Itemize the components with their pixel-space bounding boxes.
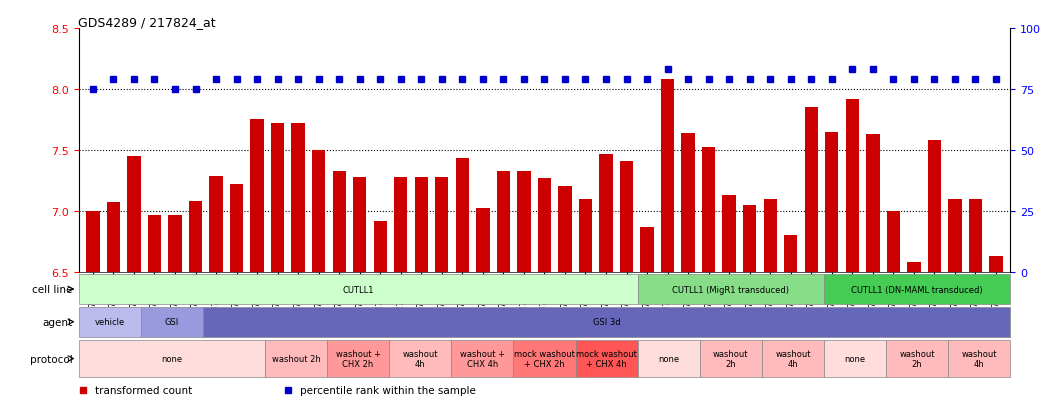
Bar [538, 178, 551, 272]
Bar [825, 132, 839, 272]
Text: percentile rank within the sample: percentile rank within the sample [300, 385, 476, 395]
Bar [949, 340, 1010, 377]
Bar [682, 133, 695, 272]
Bar [476, 209, 490, 272]
Bar [824, 274, 1010, 304]
Bar [415, 177, 428, 272]
Bar [886, 340, 949, 377]
Bar [762, 340, 824, 377]
Bar [699, 340, 762, 377]
Bar [866, 135, 879, 272]
Text: transformed count: transformed count [95, 385, 193, 395]
Bar [389, 340, 451, 377]
Text: protocol: protocol [29, 354, 72, 364]
Bar [79, 307, 140, 337]
Text: mock washout
+ CHX 2h: mock washout + CHX 2h [514, 349, 575, 368]
Bar [455, 159, 469, 272]
Bar [722, 195, 736, 272]
Bar [188, 202, 202, 272]
Bar [638, 340, 699, 377]
Text: none: none [845, 354, 866, 363]
Bar [209, 176, 223, 272]
Bar [661, 80, 674, 272]
Text: washout
2h: washout 2h [899, 349, 935, 368]
Bar [291, 124, 305, 272]
Bar [250, 120, 264, 272]
Bar [148, 215, 161, 272]
Bar [599, 154, 612, 272]
Bar [169, 215, 182, 272]
Bar [989, 256, 1003, 272]
Bar [333, 171, 346, 272]
Bar [265, 340, 327, 377]
Text: washout
2h: washout 2h [713, 349, 749, 368]
Bar [824, 340, 886, 377]
Bar [436, 177, 448, 272]
Bar [558, 187, 572, 272]
Text: washout +
CHX 2h: washout + CHX 2h [336, 349, 380, 368]
Text: CUTLL1 (MigR1 transduced): CUTLL1 (MigR1 transduced) [672, 285, 789, 294]
Text: washout
4h: washout 4h [402, 349, 438, 368]
Bar [517, 171, 531, 272]
Bar [107, 203, 120, 272]
Bar [576, 340, 638, 377]
Text: none: none [161, 354, 182, 363]
Text: cell line: cell line [32, 284, 72, 294]
Bar [701, 148, 715, 272]
Bar [763, 199, 777, 272]
Bar [271, 124, 285, 272]
Bar [638, 274, 824, 304]
Bar [784, 236, 798, 272]
Text: CUTLL1 (DN-MAML transduced): CUTLL1 (DN-MAML transduced) [851, 285, 983, 294]
Bar [641, 227, 653, 272]
Text: none: none [659, 354, 680, 363]
Bar [949, 199, 961, 272]
Text: GSI 3d: GSI 3d [593, 318, 621, 326]
Bar [846, 100, 859, 272]
Bar [312, 150, 326, 272]
Bar [327, 340, 389, 377]
Bar [743, 205, 756, 272]
Text: washout
4h: washout 4h [775, 349, 810, 368]
Text: vehicle: vehicle [94, 318, 125, 326]
Bar [887, 211, 900, 272]
Bar [451, 340, 513, 377]
Text: washout 2h: washout 2h [271, 354, 320, 363]
Bar [804, 108, 818, 272]
Bar [230, 185, 243, 272]
Bar [496, 171, 510, 272]
Bar [928, 141, 941, 272]
Text: CUTLL1: CUTLL1 [342, 285, 374, 294]
Bar [513, 340, 576, 377]
Bar [620, 161, 633, 272]
Bar [374, 221, 387, 272]
Text: GSI: GSI [164, 318, 179, 326]
Bar [907, 262, 920, 272]
Bar [353, 177, 366, 272]
Bar [128, 157, 140, 272]
Text: GDS4289 / 217824_at: GDS4289 / 217824_at [77, 16, 216, 29]
Text: agent: agent [42, 317, 72, 327]
Text: washout +
CHX 4h: washout + CHX 4h [460, 349, 505, 368]
Bar [203, 307, 1010, 337]
Text: mock washout
+ CHX 4h: mock washout + CHX 4h [576, 349, 637, 368]
Bar [579, 199, 593, 272]
Bar [79, 340, 265, 377]
Bar [79, 274, 638, 304]
Bar [394, 177, 407, 272]
Bar [140, 307, 203, 337]
Bar [968, 199, 982, 272]
Text: washout
4h: washout 4h [961, 349, 997, 368]
Bar [86, 211, 99, 272]
